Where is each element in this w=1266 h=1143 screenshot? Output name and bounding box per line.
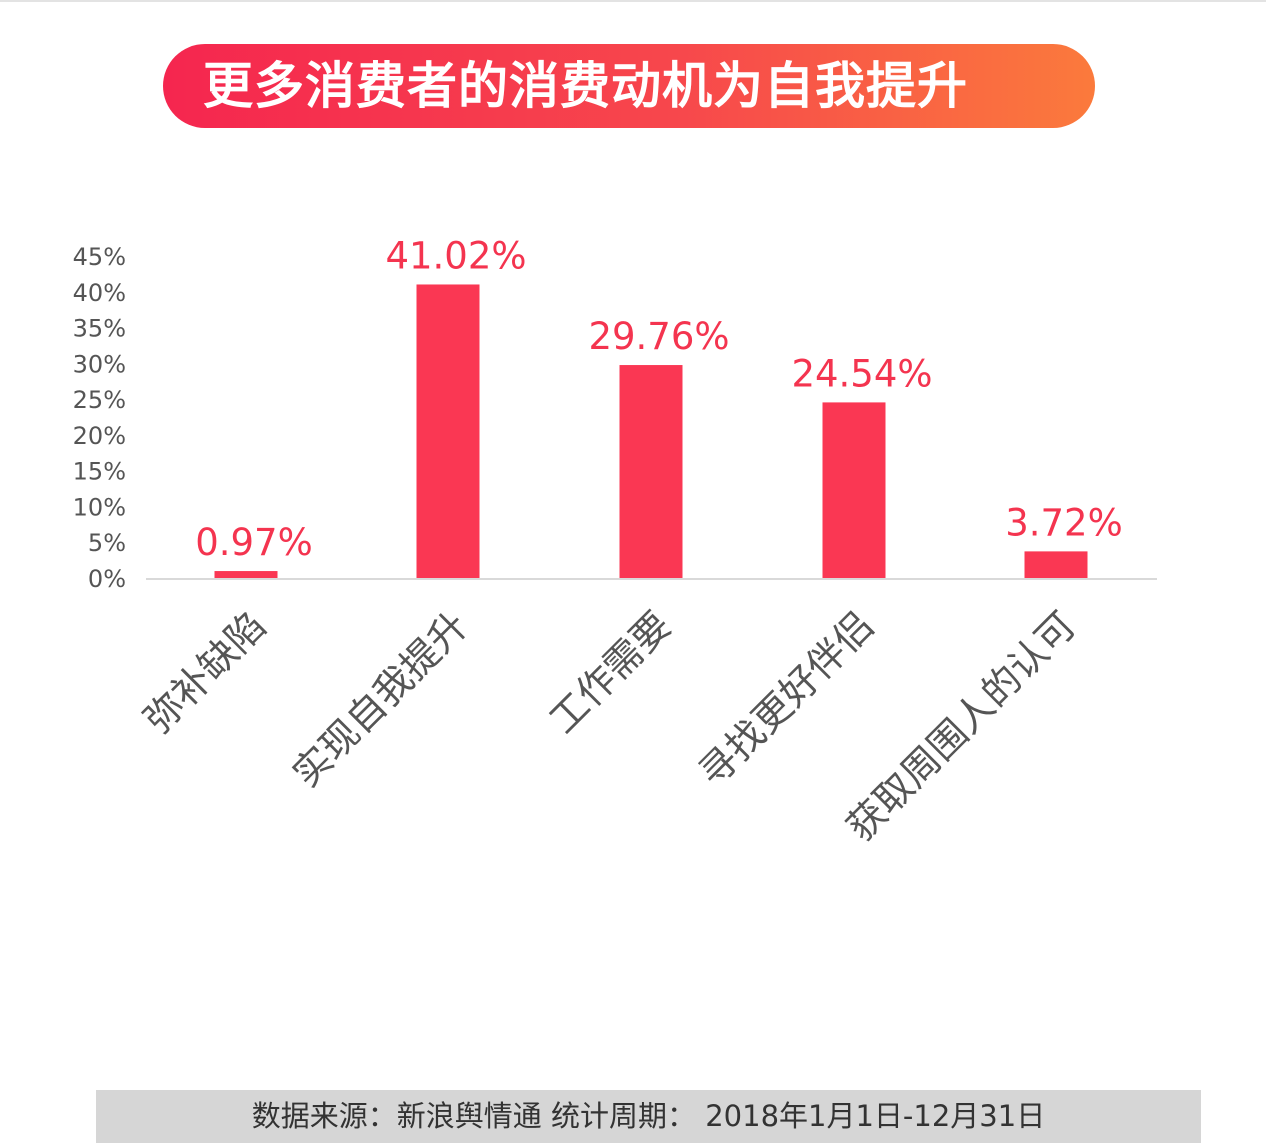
bar-value-label: 41.02% xyxy=(385,234,526,277)
y-tick-label: 30% xyxy=(73,350,126,378)
category-label: 寻找更好伴侣 xyxy=(690,603,882,795)
y-tick-label: 5% xyxy=(88,529,126,557)
y-tick-label: 35% xyxy=(73,315,126,343)
bars xyxy=(214,284,1088,578)
category-label: 弥补缺陷 xyxy=(136,603,275,742)
bar-value-label: 24.54% xyxy=(791,352,932,395)
y-tick-label: 0% xyxy=(88,565,126,593)
source-footer: 数据来源：新浪舆情通 统计周期： 2018年1月1日-12月31日 xyxy=(96,1090,1201,1143)
bar xyxy=(619,365,683,578)
top-divider xyxy=(0,0,1266,2)
value-labels: 0.97% 41.02% 29.76% 24.54% 3.72% xyxy=(195,234,1123,564)
y-tick-label: 45% xyxy=(73,243,126,271)
bar xyxy=(822,402,886,578)
category-label: 工作需要 xyxy=(541,603,680,742)
y-tick-label: 15% xyxy=(73,458,126,486)
bar xyxy=(416,284,480,578)
bar xyxy=(1024,551,1088,578)
source-note: 数据来源：新浪舆情通 统计周期： 2018年1月1日-12月31日 xyxy=(251,1099,1046,1133)
category-label: 实现自我提升 xyxy=(284,603,476,795)
y-tick-label: 10% xyxy=(73,493,126,521)
title-banner: 更多消费者的消费动机为自我提升 xyxy=(163,44,1095,128)
y-axis: 0% 5% 10% 15% 20% 25% 30% 35% 40% 45% xyxy=(73,243,126,593)
bar-value-label: 29.76% xyxy=(588,315,729,358)
bar xyxy=(214,571,278,578)
bar-value-label: 0.97% xyxy=(195,521,313,564)
y-tick-label: 25% xyxy=(73,386,126,414)
y-tick-label: 20% xyxy=(73,422,126,450)
bar-value-label: 3.72% xyxy=(1005,501,1123,544)
chart-title: 更多消费者的消费动机为自我提升 xyxy=(203,57,968,115)
y-tick-label: 40% xyxy=(73,279,126,307)
